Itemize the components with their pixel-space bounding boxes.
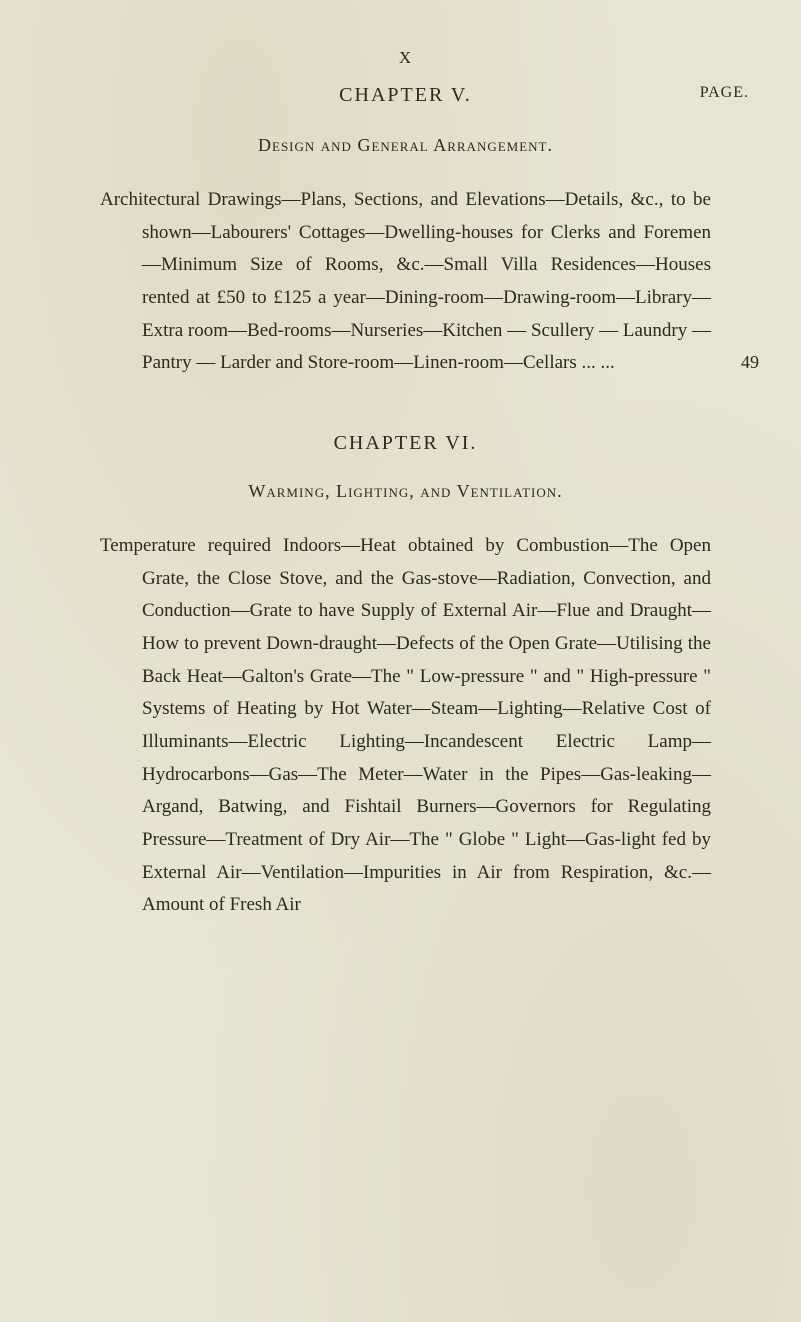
chapter-5-body: Architectural Drawings—Plans, Sections, … bbox=[100, 184, 711, 380]
page-roman-numeral: X bbox=[100, 48, 711, 68]
chapter-5-page-number: 49 bbox=[741, 347, 759, 378]
chapter-6-entry: Temperature required Indoors—Heat obtain… bbox=[100, 530, 711, 922]
chapter-6-body: Temperature required Indoors—Heat obtain… bbox=[100, 530, 711, 922]
page-heading-label: PAGE. bbox=[700, 84, 749, 102]
chapter-6-subtitle: Warming, Lighting, and Ventilation. bbox=[100, 481, 711, 502]
chapter-5-subtitle: Design and General Arrangement. bbox=[100, 135, 711, 156]
book-page: X PAGE. CHAPTER V. Design and General Ar… bbox=[0, 0, 801, 970]
chapter-6-title: CHAPTER VI. bbox=[100, 432, 711, 455]
chapter-5-entry: Architectural Drawings—Plans, Sections, … bbox=[100, 184, 711, 380]
chapter-5-title: CHAPTER V. bbox=[100, 84, 711, 107]
